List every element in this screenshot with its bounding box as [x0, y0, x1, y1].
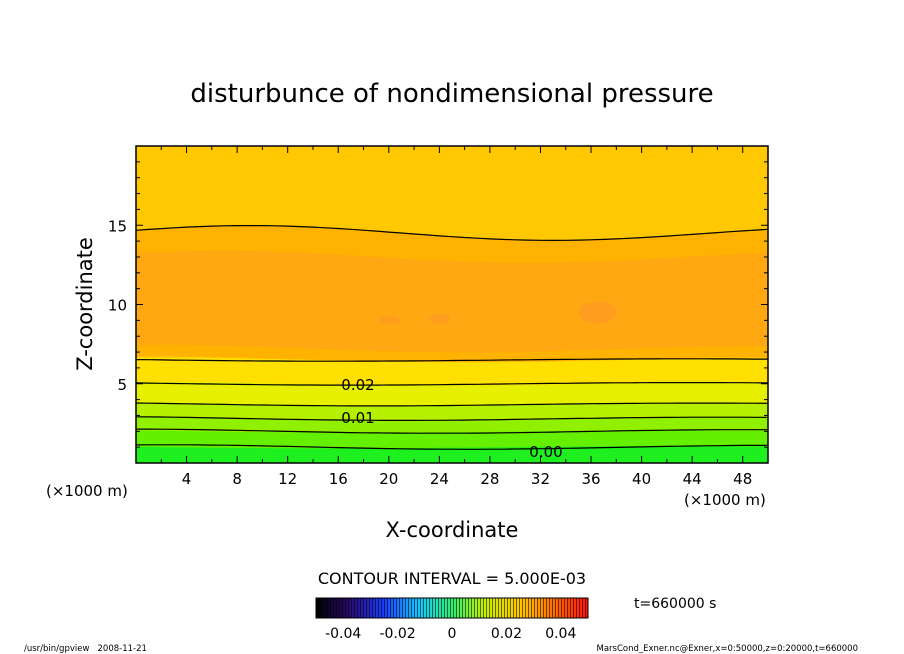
y-tick-labels: 5 10 15 [108, 217, 127, 394]
x-tick-label: 24 [430, 470, 449, 488]
colorbar-tick-label: -0.02 [379, 626, 415, 642]
time-text: t=660000 s [634, 596, 716, 612]
contour-label-0.00: 0.00 [529, 443, 562, 461]
colorbar-tick-label: 0 [448, 626, 457, 642]
contour-line-3 [136, 402, 768, 407]
x-tick-label: 32 [531, 470, 550, 488]
contour-line-6 [136, 225, 768, 242]
contour-line-0 [136, 444, 768, 450]
y-axis-title: Z-coordinate [73, 237, 97, 371]
colorbar-tick-label: 0.04 [545, 626, 576, 642]
x-axis-title: X-coordinate [386, 518, 519, 542]
chart-title: disturbunce of nondimensional pressure [190, 79, 713, 109]
orange-core-blob-2 [428, 313, 451, 324]
y-tick-label: 5 [117, 376, 127, 394]
contour-label-0.02: 0.02 [341, 376, 374, 394]
y-unit-label: (×1000 m) [46, 482, 128, 500]
contour-line-5 [136, 358, 768, 362]
x-tick-label: 36 [581, 470, 600, 488]
x-unit-label: (×1000 m) [684, 491, 766, 509]
footer-left: /usr/bin/gpview 2008-11-21 [24, 644, 147, 654]
band-5 [136, 446, 768, 463]
colorbar-tick-labels: -0.04 -0.02 0 0.02 0.04 [325, 626, 576, 642]
x-tick-label: 28 [480, 470, 499, 488]
colorbar-tick-label: 0.02 [491, 626, 522, 642]
x-tick-label: 48 [733, 470, 752, 488]
band-orange-core [136, 250, 768, 353]
contour-line-4 [136, 382, 768, 386]
x-tick-label: 8 [232, 470, 242, 488]
contour-label-0.01: 0.01 [341, 409, 374, 427]
contour-interval-text: CONTOUR INTERVAL = 5.000E-03 [318, 569, 586, 588]
orange-core-blob-1 [377, 316, 400, 325]
x-tick-label: 4 [182, 470, 192, 488]
colorbar [315, 597, 589, 619]
y-tick-label: 15 [108, 217, 127, 235]
x-tick-label: 44 [683, 470, 702, 488]
x-tick-label: 16 [329, 470, 348, 488]
axis-ticks [136, 146, 769, 463]
footer-right: MarsCond_Exner.nc@Exner,x=0:50000,z=0:20… [596, 644, 858, 654]
contour-line-1 [136, 428, 768, 434]
x-tick-label: 20 [379, 470, 398, 488]
x-tick-label: 40 [632, 470, 651, 488]
contour-fill [136, 146, 768, 463]
x-tick-label: 12 [278, 470, 297, 488]
colorbar-tick-label: -0.04 [325, 626, 361, 642]
contour-lines [136, 225, 768, 450]
y-tick-label: 10 [108, 297, 127, 315]
contour-line-2 [136, 416, 768, 421]
orange-core-blob-3 [578, 301, 617, 324]
contour-labels: 0.02 0.01 0.00 [341, 376, 562, 461]
x-tick-labels: 4 8 12 16 20 24 28 32 36 40 44 48 [182, 470, 752, 488]
